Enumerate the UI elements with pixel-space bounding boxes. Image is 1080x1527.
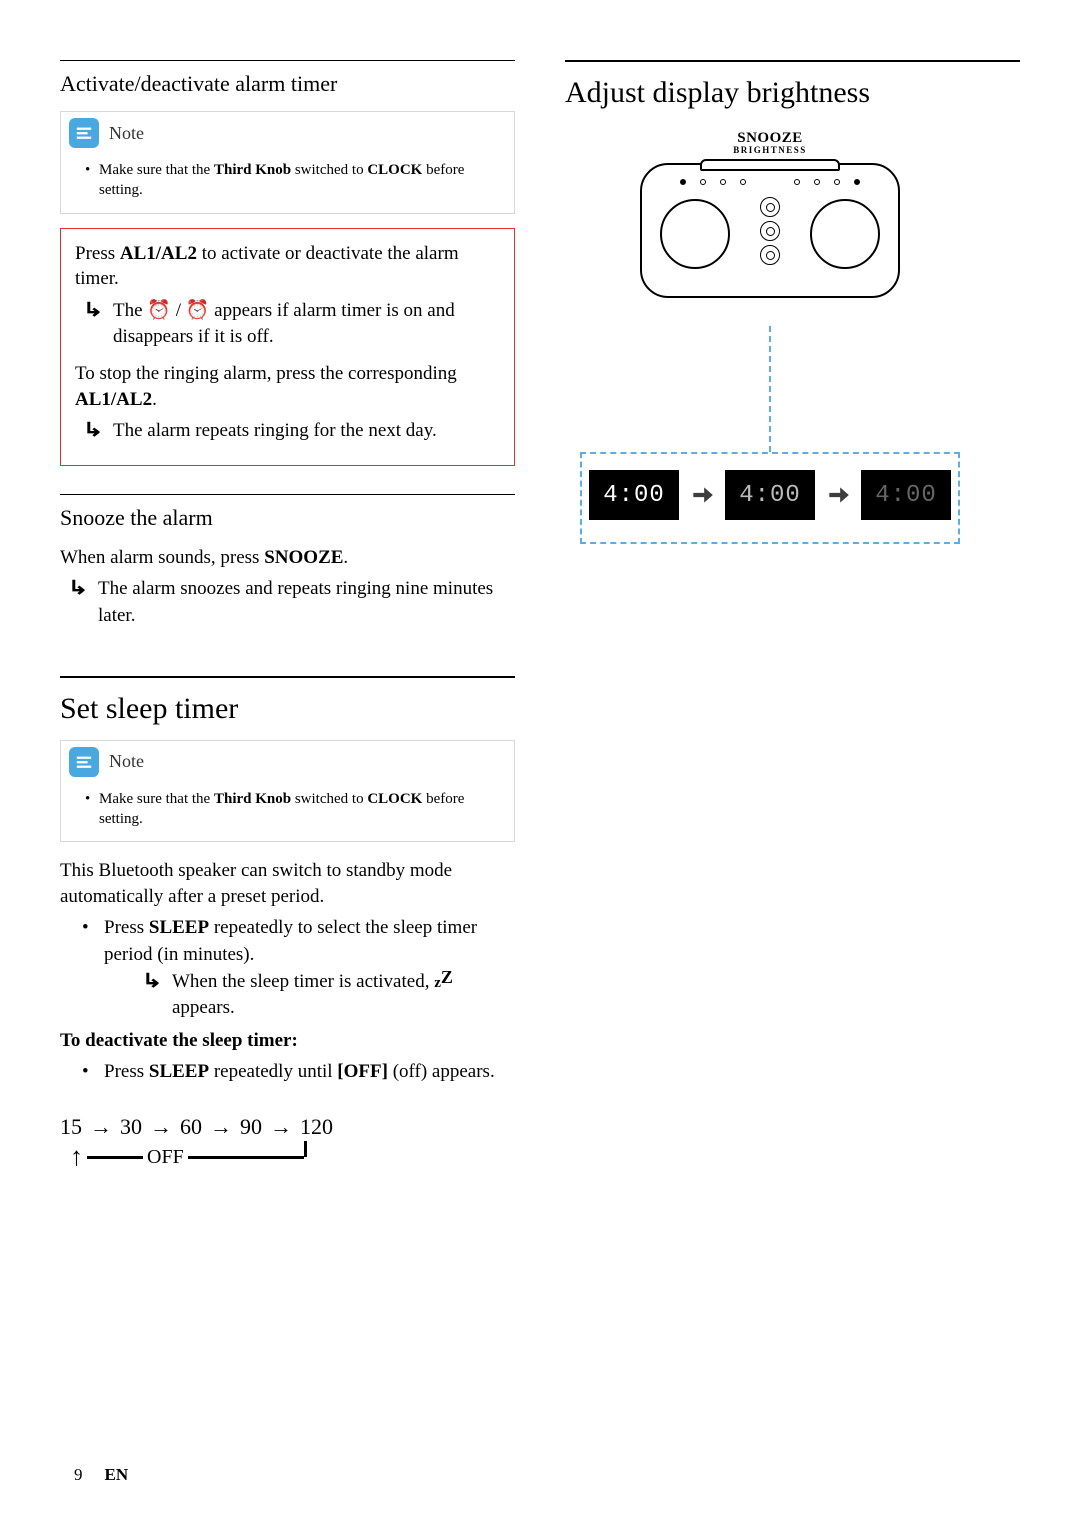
note-icon: [69, 118, 99, 148]
heading-sleep-timer: Set sleep timer: [60, 692, 515, 726]
bullet-item: Press SLEEP repeatedly to select the sle…: [82, 915, 515, 1021]
divider-thick: [60, 676, 515, 678]
divider-thick: [565, 60, 1020, 62]
left-column: Activate/deactivate alarm timer Note Mak…: [60, 60, 515, 1170]
intro-text: This Bluetooth speaker can switch to sta…: [60, 858, 515, 909]
divider: [60, 60, 515, 61]
right-column: Adjust display brightness SNOOZE BRIGHTN…: [565, 60, 1020, 1170]
page-footer: 9 EN: [74, 1465, 128, 1485]
device-outline: [640, 163, 900, 298]
page-lang: EN: [105, 1465, 129, 1485]
lcd-medium: 4:00: [725, 470, 815, 520]
lcd-dim: 4:00: [861, 470, 951, 520]
note-title: Note: [109, 123, 144, 144]
instruction-text: When alarm sounds, press SNOOZE.: [60, 545, 515, 571]
connector-line: [769, 326, 771, 452]
result-item: The alarm repeats ringing for the next d…: [75, 418, 500, 445]
center-dials: [760, 197, 780, 265]
note-icon: [69, 747, 99, 777]
heading-activate-alarm: Activate/deactivate alarm timer: [60, 71, 515, 97]
page-number: 9: [74, 1465, 83, 1485]
heading-brightness: Adjust display brightness: [565, 76, 1020, 110]
heading-snooze: Snooze the alarm: [60, 505, 515, 531]
instruction-text: Press AL1/AL2 to activate or deactivate …: [75, 241, 500, 292]
note-item: Make sure that the Third Knob switched t…: [85, 789, 500, 830]
arrow-right-icon: [689, 482, 715, 508]
right-knob: [810, 199, 880, 269]
snooze-button-shape: [700, 159, 840, 171]
left-knob: [660, 199, 730, 269]
divider: [60, 494, 515, 495]
note-box: Note Make sure that the Third Knob switc…: [60, 740, 515, 843]
result-item: The alarm snoozes and repeats ringing ni…: [60, 576, 515, 629]
result-item: When the sleep timer is activated, zZ ap…: [134, 969, 515, 1022]
sleep-timer-diagram: 15→ 30→ 60→ 90→ 120 ↑ OFF: [60, 1114, 515, 1170]
bullet-item: Press SLEEP repeatedly until [OFF] (off)…: [82, 1059, 515, 1086]
lcd-bright: 4:00: [589, 470, 679, 520]
instruction-text: To stop the ringing alarm, press the cor…: [75, 361, 500, 412]
result-item: The ⏰ / ⏰ appears if alarm timer is on a…: [75, 298, 500, 351]
brightness-label: BRIGHTNESS: [565, 145, 975, 155]
note-title: Note: [109, 751, 144, 772]
brightness-diagram: SNOOZE BRIGHTNESS: [565, 130, 975, 560]
highlighted-instructions: Press AL1/AL2 to activate or deactivate …: [60, 228, 515, 466]
arrow-right-icon: [825, 482, 851, 508]
subheading: To deactivate the sleep timer:: [60, 1028, 515, 1054]
note-item: Make sure that the Third Knob switched t…: [85, 160, 500, 201]
note-box: Note Make sure that the Third Knob switc…: [60, 111, 515, 214]
